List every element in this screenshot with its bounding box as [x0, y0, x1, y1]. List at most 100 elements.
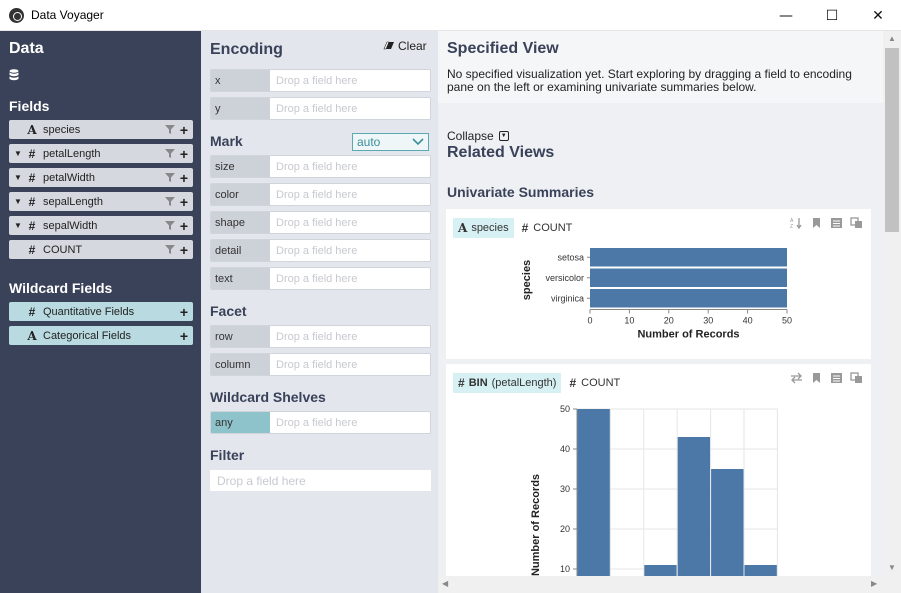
summary-card-petal-length: # BIN (petalLength) # COUNT 10 20 30 40 50 Nu…: [446, 364, 871, 576]
filter-funnel-icon[interactable]: [163, 124, 177, 135]
add-field-icon[interactable]: +: [179, 303, 189, 320]
field-pill-petallength[interactable]: ▼ # petalLength +: [9, 144, 193, 163]
facet-heading: Facet: [210, 303, 247, 319]
filter-funnel-icon[interactable]: [163, 148, 177, 159]
list-icon[interactable]: [830, 217, 843, 229]
shelf-drop-zone-any[interactable]: Drop a field here: [270, 412, 430, 433]
shelf-drop-zone-shape[interactable]: Drop a field here: [270, 212, 430, 233]
shelf-drop-zone-color[interactable]: Drop a field here: [270, 184, 430, 205]
filter-funnel-icon[interactable]: [163, 220, 177, 231]
add-field-icon[interactable]: +: [179, 217, 189, 234]
caret-down-icon[interactable]: ▼: [14, 221, 22, 230]
related-views-title: Related Views: [447, 144, 555, 161]
shelf-size: size Drop a field here: [210, 155, 431, 178]
shelf-drop-zone-column[interactable]: Drop a field here: [270, 354, 430, 375]
view-pane: Specified View No specified visualizatio…: [438, 31, 883, 576]
measure-chip[interactable]: # COUNT: [567, 373, 622, 393]
measure-chip-label: COUNT: [581, 377, 621, 389]
shelf-drop-zone-text[interactable]: Drop a field here: [270, 268, 430, 289]
categorical-type-icon: A: [27, 328, 37, 343]
quantitative-type-icon: #: [28, 194, 36, 209]
shelf-column: column Drop a field here: [210, 353, 431, 376]
caret-down-icon[interactable]: ▼: [14, 197, 22, 206]
svg-text:A: A: [790, 218, 794, 224]
field-pill-petalwidth[interactable]: ▼ # petalWidth +: [9, 168, 193, 187]
quantitative-type-icon: #: [521, 221, 529, 235]
add-field-icon[interactable]: +: [179, 121, 189, 138]
view-horizontal-scrollbar[interactable]: ◀ ▶: [438, 576, 883, 593]
add-field-icon[interactable]: +: [179, 327, 189, 344]
shelf-text: text Drop a field here: [210, 267, 431, 290]
field-name: Categorical Fields: [43, 329, 132, 342]
view-vertical-scrollbar[interactable]: ▲ ▼: [883, 31, 901, 576]
histogram-bar: [677, 437, 711, 576]
shelf-label: column: [211, 354, 270, 375]
vertical-scroll-thumb[interactable]: [885, 48, 899, 232]
field-chip-label: (petalLength): [491, 377, 557, 389]
clear-button[interactable]: Clear: [383, 39, 427, 53]
swap-axes-icon[interactable]: [790, 372, 803, 384]
x-axis-title: Number of Records: [637, 329, 739, 341]
mark-type-select[interactable]: auto: [352, 133, 429, 151]
filter-funnel-icon[interactable]: [163, 172, 177, 183]
bar-versicolor: [590, 268, 787, 287]
close-button[interactable]: ✕: [872, 7, 884, 24]
database-icon[interactable]: [9, 69, 19, 81]
bookmark-icon[interactable]: [810, 217, 823, 229]
minimize-button[interactable]: —: [779, 7, 793, 24]
shelf-drop-zone-size[interactable]: Drop a field here: [270, 156, 430, 177]
shelf-drop-zone-row[interactable]: Drop a field here: [270, 326, 430, 347]
add-field-icon[interactable]: +: [179, 145, 189, 162]
scroll-up-arrow-icon[interactable]: ▲: [888, 34, 896, 43]
filter-drop-zone[interactable]: Drop a field here: [210, 470, 431, 491]
specified-view: Specified View No specified visualizatio…: [438, 31, 883, 103]
collapse-toggle[interactable]: Collapse ▼: [447, 129, 509, 143]
shelf-label: text: [211, 268, 270, 289]
field-name: petalWidth: [43, 171, 95, 184]
shelf-label: size: [211, 156, 270, 177]
add-field-icon[interactable]: +: [179, 241, 189, 258]
field-chip[interactable]: A species: [453, 218, 514, 238]
scroll-left-arrow-icon[interactable]: ◀: [442, 579, 449, 588]
categorical-type-icon: A: [27, 122, 37, 137]
field-name: species: [43, 123, 81, 136]
bookmark-icon[interactable]: [810, 372, 823, 384]
shelf-label: shape: [211, 212, 270, 233]
caret-down-icon[interactable]: ▼: [14, 149, 22, 158]
shelf-drop-zone-detail[interactable]: Drop a field here: [270, 240, 430, 261]
scroll-down-arrow-icon[interactable]: ▼: [888, 563, 896, 572]
field-pill-sepallength[interactable]: ▼ # sepalLength +: [9, 192, 193, 211]
filter-funnel-icon[interactable]: [163, 244, 177, 255]
filter-funnel-icon[interactable]: [163, 196, 177, 207]
wildcard-pill-categorical-fields[interactable]: A Categorical Fields +: [9, 326, 193, 345]
quantitative-type-icon: #: [569, 376, 577, 390]
sort-icon[interactable]: AZ: [790, 217, 803, 229]
y-axis-title: species: [521, 260, 533, 300]
add-field-icon[interactable]: +: [179, 169, 189, 186]
shelf-label: color: [211, 184, 270, 205]
y-tick-label: setosa: [557, 252, 584, 262]
add-field-icon[interactable]: +: [179, 193, 189, 210]
shelf-drop-zone-y[interactable]: Drop a field here: [270, 98, 430, 119]
field-chip[interactable]: # BIN (petalLength): [453, 373, 562, 393]
histogram-bar: [711, 469, 744, 576]
x-tick-label: 40: [743, 316, 753, 326]
encoding-title: Encoding: [210, 41, 283, 58]
copy-icon[interactable]: [850, 372, 863, 384]
measure-chip[interactable]: # COUNT: [520, 218, 575, 238]
shelf-drop-zone-x[interactable]: Drop a field here: [270, 70, 430, 91]
scroll-right-arrow-icon[interactable]: ▶: [871, 579, 878, 588]
maximize-button[interactable]: ☐: [825, 7, 839, 24]
copy-icon[interactable]: [850, 217, 863, 229]
filter-heading: Filter: [210, 447, 245, 463]
field-pill-sepalwidth[interactable]: ▼ # sepalWidth +: [9, 216, 193, 235]
caret-down-icon[interactable]: ▼: [14, 173, 22, 182]
wildcard-pill-quantitative-fields[interactable]: # Quantitative Fields +: [9, 302, 193, 321]
list-icon[interactable]: [830, 372, 843, 384]
svg-text:Z: Z: [790, 224, 793, 229]
field-pill-count[interactable]: # COUNT +: [9, 240, 193, 259]
shelf-detail: detail Drop a field here: [210, 239, 431, 262]
y-tick-label: 30: [560, 484, 570, 494]
